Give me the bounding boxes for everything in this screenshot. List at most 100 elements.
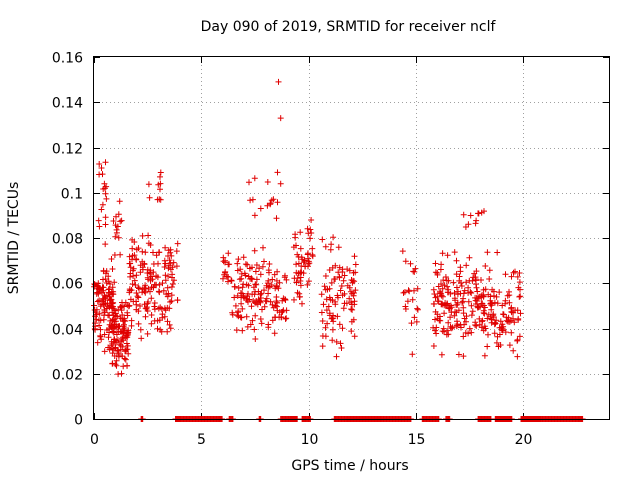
data-point [174,297,181,304]
data-point [124,312,131,319]
data-point [508,273,515,280]
data-point [242,261,249,268]
data-point [414,285,421,292]
data-point [268,197,275,204]
data-point [494,249,501,256]
data-point [174,240,181,247]
data-point [253,276,260,283]
data-point [257,205,264,212]
data-point [490,311,497,318]
data-point [266,269,272,276]
data-point [338,283,345,289]
data-point [346,295,353,302]
data-point [162,244,169,251]
data-point [104,327,110,333]
data-point [145,299,152,305]
data-point [322,324,329,331]
data-point [266,261,273,267]
data-point [220,254,227,261]
data-point [474,304,481,311]
data-point [460,333,467,340]
data-point [264,179,271,185]
data-point [109,266,116,272]
x-tick-label: 20 [515,432,533,448]
data-point [234,312,241,319]
data-point [121,329,128,336]
data-point [341,300,348,307]
data-point [472,322,479,328]
data-point [225,250,232,257]
data-point [493,293,500,300]
data-point [102,190,109,197]
data-point [293,261,300,268]
data-point [259,306,265,313]
data-point [348,306,355,313]
data-point [484,249,491,256]
data-point [135,308,142,315]
data-point [434,311,441,318]
data-point [437,266,444,273]
data-point [165,290,172,297]
data-point [134,293,141,300]
data-point [451,290,458,296]
data-point [322,243,329,250]
data-point [110,218,117,224]
data-point [160,287,167,294]
data-point [463,262,470,269]
data-point [135,320,142,327]
data-point [432,260,439,267]
data-point [253,262,260,268]
data-point [329,326,336,333]
data-point [502,297,509,304]
data-point [239,290,246,297]
data-point [96,317,102,324]
data-point [500,323,507,330]
data-point [251,175,258,182]
y-tick-label: 0.02 [52,368,83,384]
data-point [137,326,144,333]
data-point [101,309,108,316]
data-point [304,281,311,288]
data-point [331,276,338,283]
data-point [411,314,418,321]
data-point [110,316,117,323]
data-point [96,285,103,292]
data-point [447,290,454,297]
data-point [455,307,462,314]
chart-title: Day 090 of 2019, SRMTID for receiver ncl… [201,19,497,35]
data-point [124,346,131,353]
data-point [125,303,132,310]
data-point [102,295,109,302]
data-point [304,225,311,232]
data-point [291,296,297,303]
data-point [323,307,330,314]
data-point [116,198,123,205]
data-point [111,279,118,286]
data-point [233,327,240,334]
data-point [166,257,173,264]
data-point [259,263,266,270]
data-point [325,303,332,310]
data-point [460,211,467,218]
y-tick-label: 0.08 [52,232,83,248]
data-point [125,350,132,357]
data-point [463,279,470,286]
data-point [296,293,303,300]
data-point [261,303,268,310]
data-point [270,304,277,311]
data-point [117,328,124,335]
data-point [478,277,484,283]
data-point [489,286,496,293]
data-point [468,312,475,319]
data-point [272,314,279,321]
data-point [297,282,304,289]
data-point [510,269,517,276]
data-point [399,248,406,255]
data-point [466,254,473,261]
data-point [234,292,241,299]
data-point [514,337,521,344]
data-point [430,300,437,307]
data-point [156,289,163,296]
data-point [481,208,487,215]
data-point [103,195,110,202]
